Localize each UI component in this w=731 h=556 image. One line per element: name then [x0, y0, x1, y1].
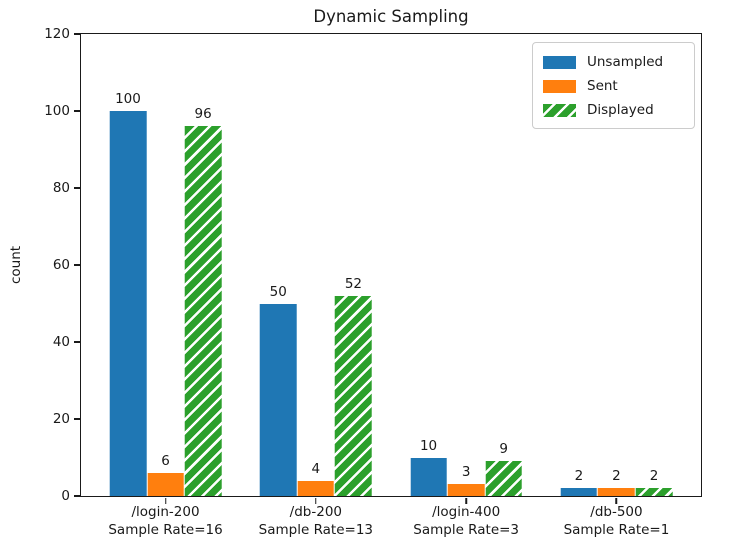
- y-tick-mark: [73, 418, 80, 420]
- bar-value-label: 10: [419, 437, 438, 454]
- x-tick-label-line1: /login-400: [432, 504, 501, 520]
- bar-value-label: 100: [115, 91, 141, 107]
- x-tick-mark: [164, 497, 167, 504]
- bar-sent: [447, 484, 485, 496]
- x-tick-label: /db-500 Sample Rate=1: [564, 504, 670, 539]
- bar-displayed: [635, 488, 673, 496]
- y-tick-mark: [73, 341, 80, 343]
- y-tick-label: 120: [44, 26, 70, 42]
- x-tick-label-line1: /login-200: [131, 504, 200, 520]
- y-tick-mark: [73, 110, 80, 112]
- x-tick-label-line2: Sample Rate=3: [413, 521, 520, 538]
- bar-value-label: 52: [344, 275, 363, 292]
- x-tick-label: /db-200 Sample Rate=13: [259, 504, 373, 539]
- y-tick-mark: [73, 495, 80, 497]
- y-tick-label: 60: [52, 257, 70, 273]
- bar-displayed: [485, 461, 522, 496]
- y-tick-label: 80: [52, 179, 70, 196]
- y-tick-mark: [73, 264, 80, 266]
- legend-item-unsampled: Unsampled: [543, 50, 684, 74]
- y-axis-label: count: [8, 245, 24, 285]
- y-tick-label: 100: [44, 102, 70, 119]
- x-tick-mark: [615, 497, 618, 504]
- bar-value-label: 96: [194, 106, 212, 123]
- bar-displayed: [184, 126, 222, 496]
- legend-label: Displayed: [587, 102, 654, 118]
- y-tick-mark: [73, 33, 80, 35]
- bar-value-label: 2: [649, 468, 659, 485]
- chart-title: Dynamic Sampling: [313, 7, 469, 26]
- bar-unsampled: [109, 111, 147, 496]
- x-tick-label-line1: /db-500: [590, 504, 643, 520]
- x-tick-label-line2: Sample Rate=16: [108, 521, 223, 538]
- legend-swatch-sent-icon: [543, 79, 576, 93]
- bar-value-label: 9: [499, 441, 509, 458]
- legend-item-displayed: Displayed: [543, 98, 684, 122]
- y-tick-mark: [73, 187, 80, 189]
- bar-unsampled: [410, 457, 447, 496]
- bar-value-label: 6: [161, 452, 170, 469]
- bar-unsampled: [259, 303, 297, 496]
- y-tick-label: 0: [61, 488, 70, 504]
- x-tick-label: /login-400 Sample Rate=3: [413, 504, 519, 539]
- legend-swatch-displayed-icon: [543, 103, 576, 117]
- bar-value-label: 4: [311, 460, 321, 477]
- bar-value-label: 3: [461, 464, 471, 481]
- x-tick-label-line1: /db-200: [289, 504, 343, 520]
- bar-sent: [147, 472, 184, 496]
- bar-value-label: 50: [269, 283, 287, 300]
- x-tick-mark: [315, 497, 317, 504]
- legend: Unsampled Sent Displayed: [532, 42, 695, 129]
- legend-label: Unsampled: [587, 54, 664, 70]
- bar-value-label: 2: [574, 468, 584, 485]
- bar-sent: [598, 488, 635, 496]
- bar-unsampled: [560, 488, 598, 496]
- bar-sent: [297, 480, 335, 496]
- x-tick-label-line2: Sample Rate=13: [258, 521, 374, 538]
- legend-label: Sent: [587, 78, 618, 94]
- plot-inner: 0 20 40 60 80 100 120/login-200 Sample Rate=16 1…: [44, 26, 701, 538]
- bar-displayed: [335, 295, 372, 496]
- legend-swatch-unsampled-icon: [543, 55, 576, 69]
- legend-item-sent: Sent: [543, 74, 684, 98]
- x-tick-mark: [465, 497, 467, 504]
- y-tick-label: 20: [52, 411, 70, 427]
- x-tick-label: /login-200 Sample Rate=16: [108, 504, 222, 539]
- bar-value-label: 2: [612, 468, 621, 485]
- y-tick-label: 40: [52, 333, 70, 350]
- x-tick-label-line2: Sample Rate=1: [563, 521, 670, 538]
